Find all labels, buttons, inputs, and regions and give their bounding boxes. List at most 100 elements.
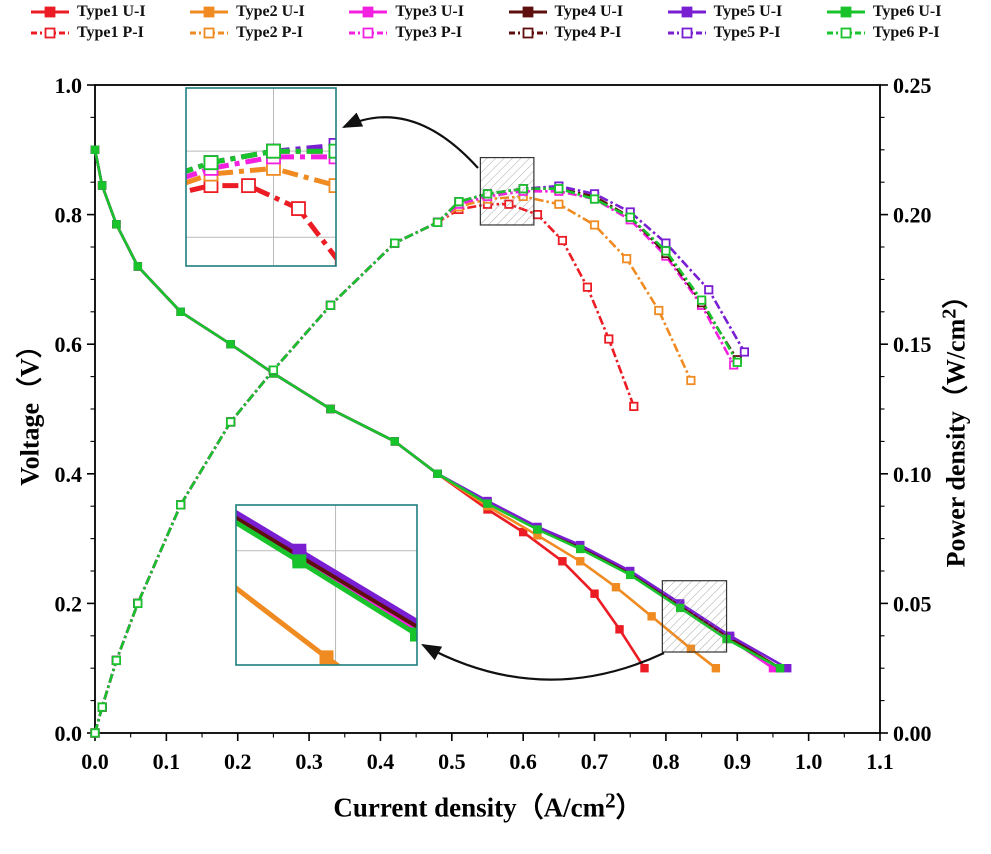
data-marker [580, 403, 593, 416]
data-marker [711, 664, 721, 673]
data-marker [533, 525, 542, 534]
data-marker [517, 265, 530, 278]
data-marker [166, 477, 179, 490]
data-marker [225, 417, 236, 427]
legend-label: Type6 P-I [872, 24, 940, 41]
data-marker [589, 220, 600, 230]
x-tick-label: 0.3 [295, 749, 323, 774]
legend-swatch-type6-p-i [826, 27, 865, 39]
data-marker [576, 557, 585, 566]
y-left-axis-title: Voltage（V） [15, 332, 45, 486]
legend-label: Type5 P-I [713, 24, 781, 41]
data-marker [420, 620, 433, 633]
data-marker [203, 155, 219, 171]
x-axis-title-close: ） [615, 792, 643, 823]
data-marker [528, 697, 541, 710]
data-marker [383, 697, 396, 710]
series-type2-u-i [236, 585, 396, 710]
legend-swatch-type5-u-i [667, 6, 706, 18]
y-left-tick-label: 0.0 [55, 721, 83, 746]
legend-item-type3-u-i: Type3 U-I [348, 3, 501, 21]
x-tick-label: 0.0 [81, 749, 109, 774]
data-marker [226, 340, 235, 349]
y-right-tick-label: 0.00 [893, 721, 932, 746]
legend-label: Type2 U-I [236, 3, 305, 20]
data-marker [241, 178, 256, 194]
legend-swatch-type2-u-i [190, 6, 229, 18]
legend-swatch-type2-p-i [190, 27, 229, 39]
legend-label: Type6 U-I [872, 3, 942, 20]
legend-label: Type3 U-I [395, 3, 464, 20]
data-marker [42, 265, 55, 278]
data-marker [640, 664, 649, 673]
data-marker [622, 254, 632, 264]
legend-marker-sample [522, 27, 533, 39]
data-marker [133, 262, 143, 271]
data-marker [455, 214, 468, 227]
data-marker [626, 570, 635, 580]
data-marker [42, 265, 55, 278]
data-marker [392, 168, 405, 181]
legend: Type1 U-I Type2 U-I Type3 U-I Type4 U-I Type… [30, 3, 979, 42]
data-marker [392, 156, 405, 169]
data-marker [654, 305, 664, 316]
legend-marker-sample [681, 27, 693, 39]
data-marker [590, 589, 599, 598]
callout-arrow-0 [342, 112, 479, 169]
callout-arrow-1 [421, 643, 665, 681]
data-marker [97, 181, 107, 190]
data-marker [454, 197, 464, 207]
legend-item-type6-p-i: Type6 P-I [826, 24, 979, 42]
data-marker [448, 300, 461, 313]
legend-swatch-type1-u-i [31, 6, 69, 18]
legend-label: Type3 P-I [395, 24, 463, 41]
data-marker [615, 625, 624, 634]
legend-item-type3-p-i: Type3 P-I [348, 24, 501, 42]
legend-swatch-type4-u-i [508, 6, 547, 18]
data-marker [76, 521, 89, 534]
data-marker [380, 363, 393, 376]
legend-marker-sample [203, 6, 215, 18]
data-marker [580, 392, 593, 405]
data-marker [155, 185, 168, 198]
legend-row-pi: Type1 P-I Type2 P-I Type3 P-I Type4 P-I Type… [30, 24, 979, 42]
data-marker [432, 217, 443, 227]
legend-item-type1-u-i: Type1 U-I [30, 3, 183, 21]
data-marker [661, 246, 671, 256]
legend-marker-sample [840, 6, 852, 18]
data-marker [328, 178, 336, 194]
callout-rect-tail-region [661, 580, 728, 653]
data-marker [42, 265, 55, 278]
data-marker [461, 627, 474, 640]
peak-zoom-inset [42, 87, 593, 640]
data-marker [604, 334, 614, 344]
all-series [90, 145, 792, 738]
data-marker [696, 295, 707, 305]
x-tick-label: 0.1 [153, 749, 181, 774]
data-marker [166, 476, 179, 489]
data-marker [334, 258, 336, 266]
y-left-tick-label: 0.8 [55, 203, 83, 228]
data-marker [155, 173, 168, 186]
data-marker [291, 201, 306, 216]
data-marker [420, 625, 433, 638]
data-marker [90, 728, 100, 738]
data-marker [554, 184, 564, 194]
data-marker [155, 191, 168, 204]
legend-marker-sample [44, 27, 56, 39]
series-type6-p-i-markers [203, 143, 593, 405]
data-marker [546, 697, 559, 710]
data-marker [0, 445, 7, 458]
x-tick-label: 1.1 [866, 749, 894, 774]
data-marker [433, 469, 442, 479]
data-marker [629, 401, 639, 412]
data-marker [97, 702, 107, 712]
data-marker [325, 300, 336, 310]
y-right-axis-title-superscript: 2 [938, 308, 961, 319]
data-marker [166, 473, 179, 486]
data-marker [202, 697, 215, 710]
x-tick-label: 0.8 [652, 749, 680, 774]
data-marker [328, 143, 336, 159]
